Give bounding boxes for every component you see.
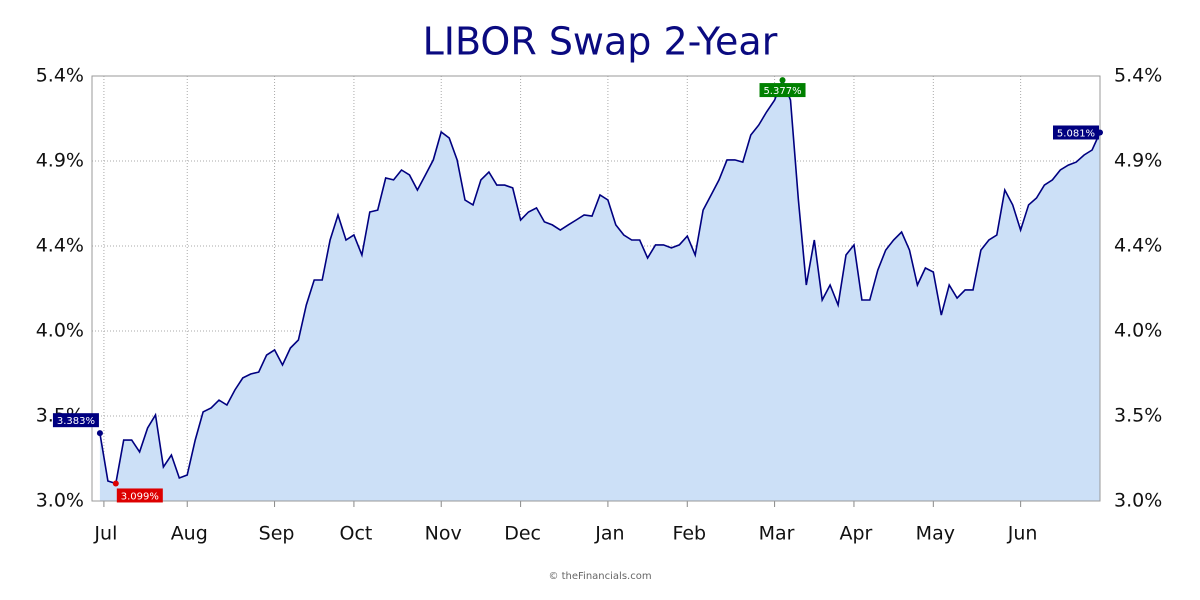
value-label: 5.377% — [763, 86, 801, 97]
y-tick-label: 3.0% — [36, 490, 84, 512]
y-tick-label: 4.0% — [36, 320, 84, 342]
y-tick-label: 5.4% — [36, 65, 84, 87]
x-tick-label: Sep — [259, 523, 295, 545]
x-tick-label: Aug — [171, 523, 208, 545]
x-tick-label: Dec — [504, 523, 541, 545]
highlight-point — [96, 430, 103, 437]
highlight-point — [779, 77, 786, 84]
value-label: 5.081% — [1057, 128, 1095, 139]
y2-tick-label: 4.0% — [1114, 320, 1162, 342]
chart-title: LIBOR Swap 2-Year — [423, 20, 778, 64]
x-tick-label: Apr — [840, 523, 873, 545]
footer: © theFinancials.com — [548, 571, 651, 582]
value-label: 3.383% — [57, 416, 95, 427]
y2-tick-label: 5.4% — [1114, 65, 1162, 87]
value-label-box — [52, 413, 99, 428]
y-tick-label: 4.9% — [36, 150, 84, 172]
x-tick-label: Jun — [1007, 523, 1038, 545]
x-tick-label: Jan — [594, 523, 624, 545]
plot-frame — [91, 75, 1101, 502]
x-tick-label: Nov — [425, 523, 462, 545]
x-tick-label: Jul — [93, 523, 117, 545]
line — [99, 77, 1101, 485]
x-tick-label: Oct — [339, 523, 372, 545]
value-label-box — [759, 83, 806, 98]
y-tick-label: 4.4% — [36, 235, 84, 257]
x-tick-label: Feb — [672, 523, 706, 545]
y2-tick-label: 3.5% — [1114, 405, 1162, 427]
y2-tick-label: 4.4% — [1114, 235, 1162, 257]
highlight-point — [112, 480, 119, 487]
y2-tick-label: 4.9% — [1114, 150, 1162, 172]
value-label-box — [1053, 125, 1099, 140]
area — [99, 80, 1100, 501]
value-label-box — [116, 488, 163, 503]
y2-tick-label: 3.0% — [1114, 490, 1162, 512]
x-tick-label: May — [916, 523, 955, 545]
value-label: 3.099% — [121, 491, 159, 502]
x-tick-label: Mar — [759, 523, 795, 545]
